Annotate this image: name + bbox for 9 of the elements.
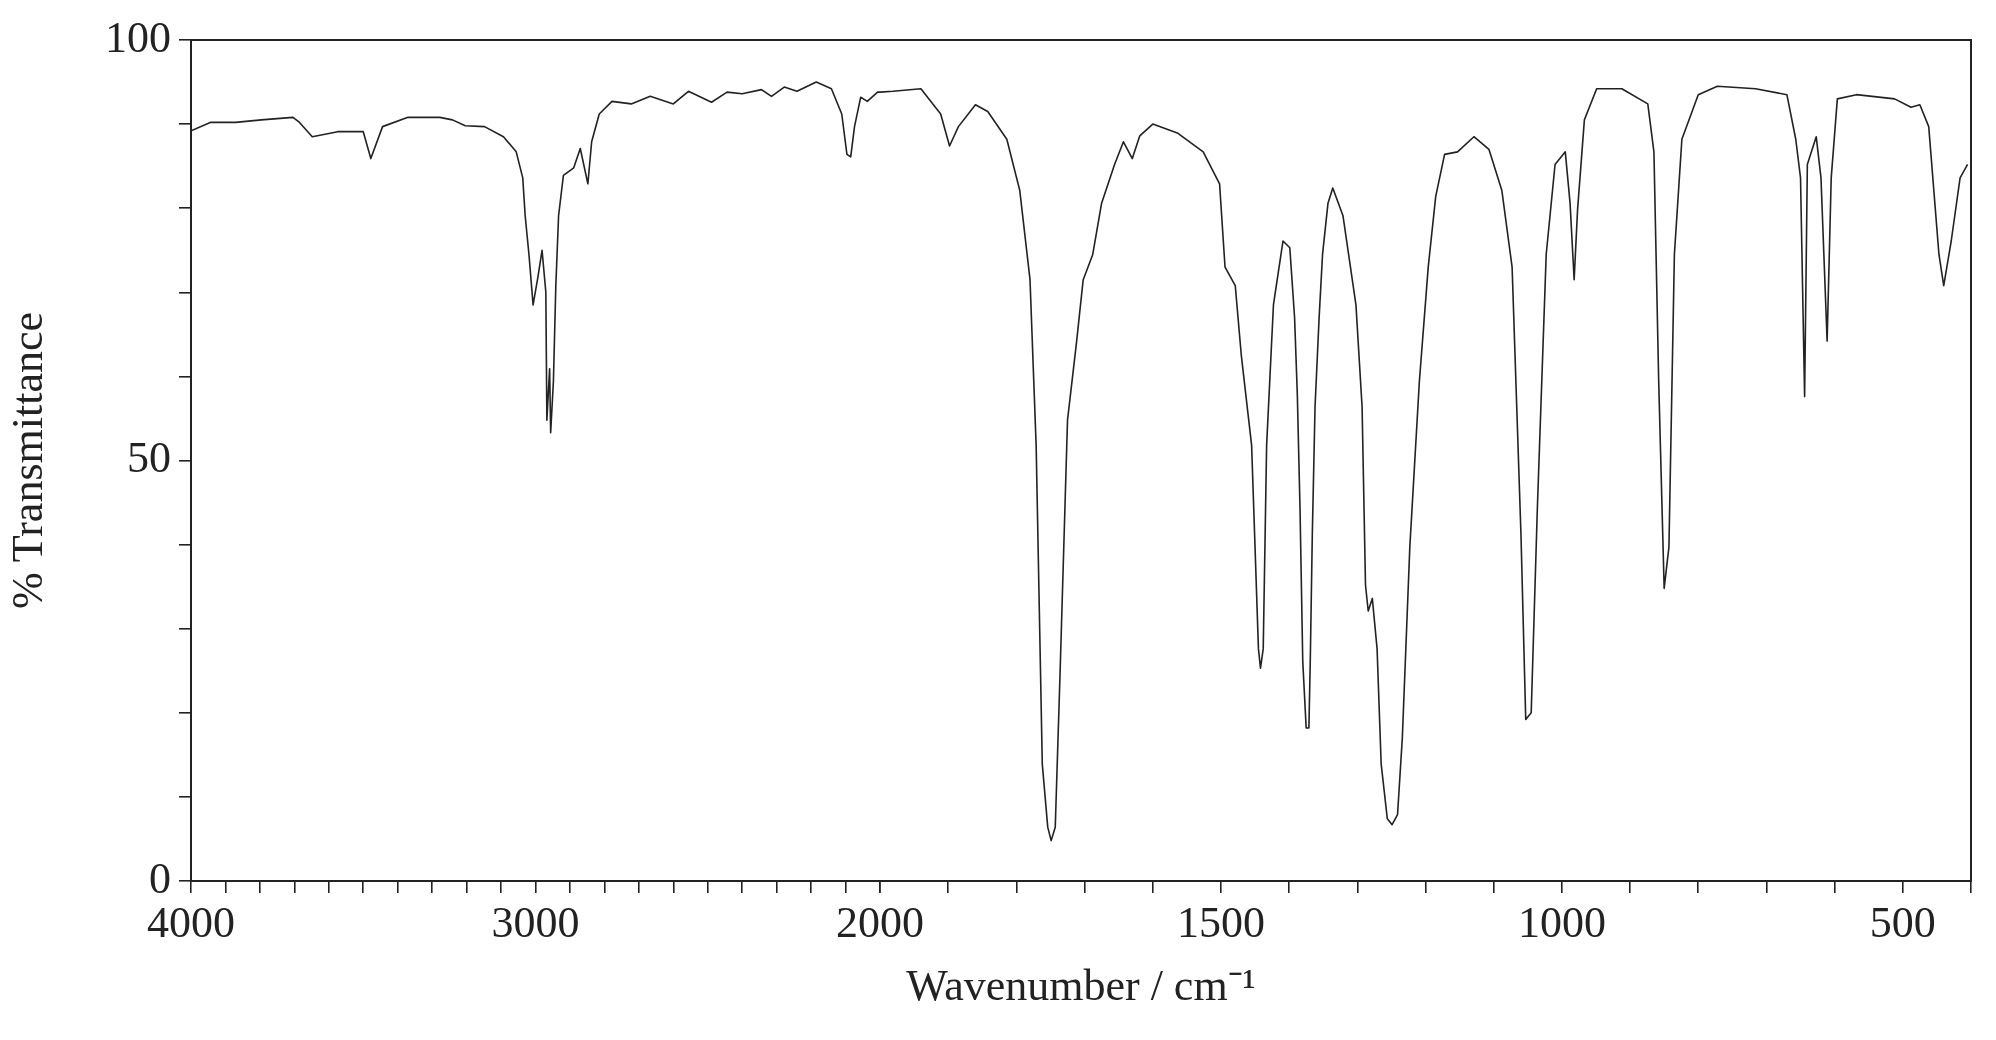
y-axis-title: % Transmittance	[2, 312, 52, 609]
x-tick-label: 1000	[1517, 897, 1606, 947]
x-axis-title: Wavenumber / cm⁻¹	[905, 960, 1257, 1012]
x-tick-label: 500	[1869, 897, 1936, 947]
y-tick-label: 100	[105, 12, 171, 62]
y-tick-label: 50	[127, 433, 171, 483]
x-tick-label: 2000	[836, 897, 924, 947]
x-tick-label: 3000	[491, 897, 580, 947]
x-tick-label: 1500	[1176, 897, 1265, 947]
